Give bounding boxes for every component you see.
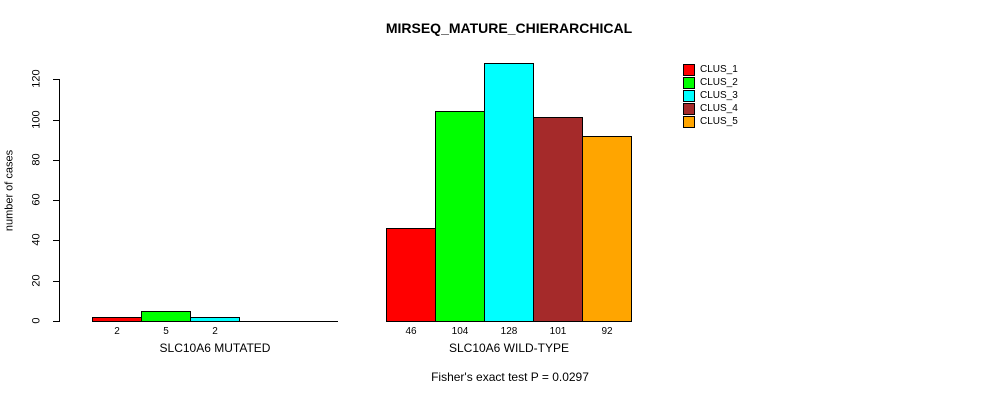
legend-item: CLUS_5 xyxy=(683,116,738,128)
fisher-test-caption: Fisher's exact test P = 0.0297 xyxy=(431,370,589,384)
bar-value-label: 101 xyxy=(549,326,567,337)
chart-title: MIRSEQ_MATURE_CHIERARCHICAL xyxy=(385,20,633,36)
bar-clus_2 xyxy=(435,111,485,322)
bar-value-label: 46 xyxy=(405,326,417,337)
bar-value-label: 92 xyxy=(601,326,613,337)
legend-item: CLUS_1 xyxy=(683,64,738,76)
bar-value-label: 104 xyxy=(451,326,469,337)
legend: CLUS_1 CLUS_2 CLUS_3 CLUS_4 CLUS_5 xyxy=(683,64,738,129)
legend-item: CLUS_2 xyxy=(683,77,738,89)
y-tick xyxy=(53,120,60,121)
legend-item: CLUS_3 xyxy=(683,90,738,102)
legend-item: CLUS_4 xyxy=(683,103,738,115)
legend-label: CLUS_3 xyxy=(700,90,738,101)
legend-swatch-icon xyxy=(683,90,695,102)
y-axis-label: number of cases xyxy=(3,149,16,232)
y-tick xyxy=(53,281,60,282)
legend-label: CLUS_5 xyxy=(700,116,738,127)
y-tick xyxy=(53,160,60,161)
bar-clus_5 xyxy=(582,136,632,322)
bar-clus_3 xyxy=(190,317,240,322)
y-tick-label: 0 xyxy=(30,317,43,324)
group-label: SLC10A6 WILD-TYPE xyxy=(448,341,570,355)
bar-clus_2 xyxy=(141,311,191,322)
y-tick xyxy=(53,240,60,241)
bar-clus_3 xyxy=(484,63,534,322)
y-tick xyxy=(53,79,60,80)
legend-label: CLUS_4 xyxy=(700,103,738,114)
bar-value-label: 2 xyxy=(212,326,218,337)
y-tick-label: 60 xyxy=(30,193,43,206)
bar-clus_1 xyxy=(386,228,436,322)
legend-swatch-icon xyxy=(683,103,695,115)
legend-swatch-icon xyxy=(683,77,695,89)
bar-value-label: 128 xyxy=(500,326,518,337)
legend-label: CLUS_1 xyxy=(700,64,738,75)
y-tick-label: 20 xyxy=(30,274,43,287)
legend-swatch-icon xyxy=(683,64,695,76)
bar-clus_1 xyxy=(92,317,142,322)
y-tick-label: 100 xyxy=(30,110,43,129)
legend-swatch-icon xyxy=(683,116,695,128)
bar-clus_4 xyxy=(533,117,583,322)
legend-label: CLUS_2 xyxy=(700,77,738,88)
bar-value-label: 2 xyxy=(114,326,120,337)
group-label: SLC10A6 MUTATED xyxy=(159,341,271,355)
y-tick-label: 40 xyxy=(30,233,43,246)
y-tick xyxy=(53,200,60,201)
y-tick xyxy=(53,321,60,322)
y-tick-label: 120 xyxy=(30,69,43,88)
bar-value-label: 5 xyxy=(163,326,169,337)
y-tick-label: 80 xyxy=(30,153,43,166)
